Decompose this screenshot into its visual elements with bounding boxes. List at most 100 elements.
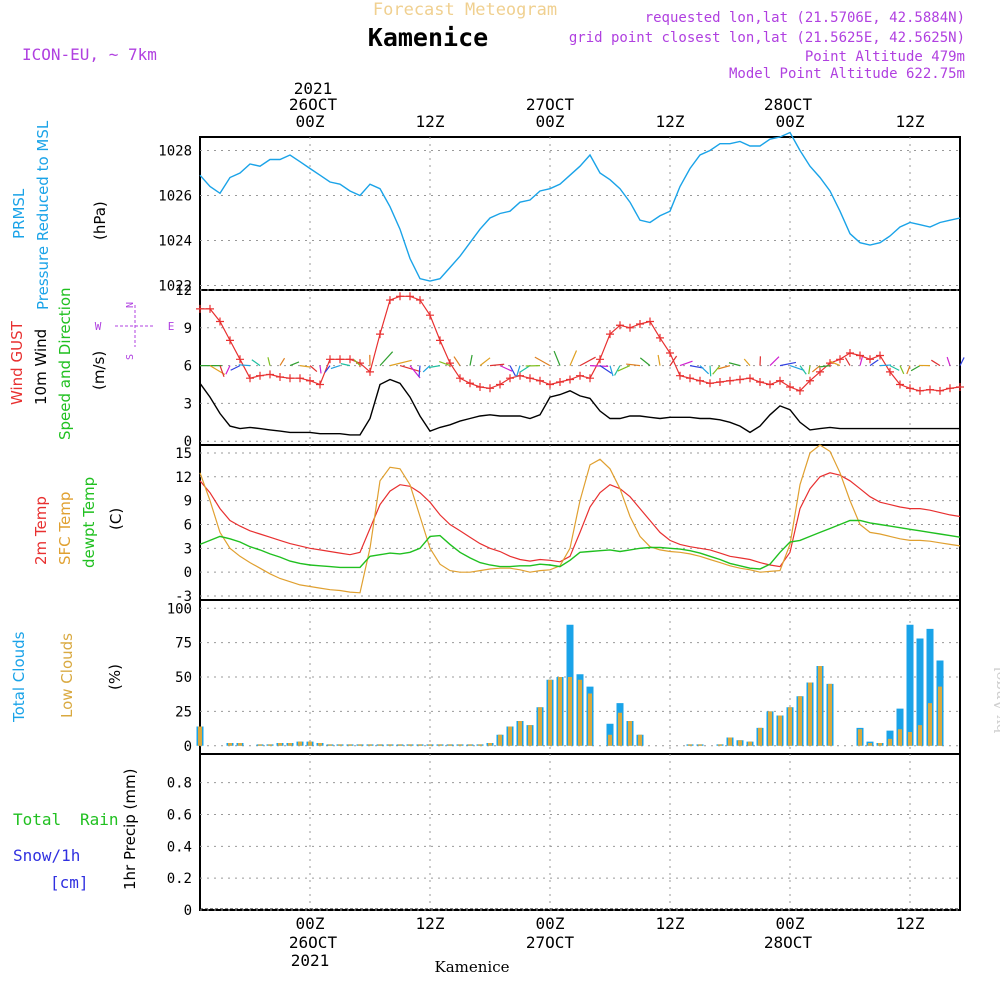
low-cloud-bar — [738, 740, 742, 746]
y-tick-label: 9 — [184, 494, 192, 510]
temp-2m-label: 2m Temp — [32, 496, 50, 565]
y-tick-label: 15 — [175, 446, 192, 462]
y-tick-label: 1024 — [158, 234, 192, 250]
gust-marker — [286, 374, 294, 383]
gust-marker — [656, 333, 664, 342]
gust-marker — [856, 351, 864, 360]
wind-direction-arrow — [289, 361, 300, 367]
gust-marker — [446, 359, 454, 368]
gust-marker — [806, 376, 814, 385]
y-tick-label: 9 — [184, 321, 192, 337]
wind-compass: N S W E — [95, 302, 175, 360]
gust-marker — [646, 317, 654, 326]
gust-marker — [526, 374, 534, 383]
bottom-date-label: 26OCT — [289, 933, 338, 952]
wind-direction-arrow — [399, 365, 421, 373]
wind-direction-arrow — [553, 350, 561, 366]
wind-direction-arrow — [519, 365, 531, 373]
y-tick-label: 1022 — [158, 279, 192, 295]
low-cloud-bar — [358, 744, 362, 746]
wind-direction-arrow — [879, 364, 892, 367]
low-cloud-bar — [288, 743, 292, 746]
model-altitude: Model Point Altitude 622.75m — [729, 66, 965, 82]
low-cloud-bar — [628, 721, 632, 746]
wind-direction-arrow — [639, 357, 651, 367]
wind-direction-arrow — [469, 354, 473, 366]
low-cloud-bar — [468, 744, 472, 746]
gust-marker — [206, 304, 214, 313]
top-date-label: 26OCT — [289, 95, 338, 114]
gust-marker — [396, 292, 404, 301]
wind-direction-arrow — [709, 365, 712, 377]
wind-direction-arrow — [712, 365, 721, 375]
low-cloud-bar — [488, 743, 492, 746]
temp-unit: (C) — [107, 508, 125, 530]
wind-direction-arrow — [779, 361, 797, 367]
gust-marker — [776, 376, 784, 385]
cloud-panel-labels: Total Clouds Low Clouds (%) — [10, 631, 124, 723]
gust-marker — [796, 386, 804, 395]
low-cloud-bar — [328, 744, 332, 746]
gust-marker — [306, 376, 314, 385]
bottom-hour-label: 00Z — [776, 914, 805, 933]
wind-direction-arrow — [422, 365, 431, 373]
gust-marker — [616, 321, 624, 330]
gust-marker — [676, 371, 684, 380]
wind-direction-arrow — [579, 356, 596, 367]
wind-direction-arrow — [899, 365, 905, 375]
low-cloud-bar — [928, 703, 932, 746]
gust-marker — [216, 317, 224, 326]
low-cloud-bar — [268, 744, 272, 746]
gust-marker — [786, 383, 794, 392]
low-cloud-bar — [618, 712, 622, 746]
wind-direction-arrow — [251, 359, 261, 367]
wind-direction-arrow — [959, 357, 965, 366]
wind-line — [199, 378, 960, 436]
top-date-label: 28OCT — [764, 95, 813, 114]
bottom-date-label: 28OCT — [764, 933, 813, 952]
gust-marker — [406, 292, 414, 301]
gust-marker — [706, 379, 714, 388]
y-tick-label: 1026 — [158, 189, 192, 205]
gust-marker — [586, 374, 594, 383]
y-tick-label: 75 — [175, 636, 192, 652]
bottom-hour-label: 12Z — [656, 914, 685, 933]
y-tick-label: 12 — [175, 283, 192, 299]
wind-direction-arrow — [718, 365, 731, 370]
wind-direction-arrow — [669, 355, 678, 366]
gust-marker — [326, 355, 334, 364]
wind-direction-arrow — [324, 365, 331, 373]
wind-direction-arrow — [599, 365, 612, 374]
wind-direction-arrow — [409, 365, 421, 379]
low-cloud-bar — [858, 729, 862, 746]
gust-marker — [846, 349, 854, 358]
low-cloud-bar — [448, 744, 452, 746]
panel-0: 1022 1024 1026 1028 — [158, 131, 961, 295]
wind-direction-arrow — [699, 365, 710, 375]
low-cloud-bar — [608, 734, 612, 746]
low-cloud-bar — [438, 744, 442, 746]
gust-marker — [506, 374, 514, 383]
gust-marker — [666, 349, 674, 358]
low-cloud-bar — [338, 744, 342, 746]
bottom-hour-label: 00Z — [536, 914, 565, 933]
gust-marker — [926, 385, 934, 394]
wind-gust-label: Wind GUST — [8, 320, 26, 405]
wind-direction-arrow — [609, 365, 614, 377]
low-cloud-bar — [798, 696, 802, 746]
point-altitude: Point Altitude 479m — [805, 49, 965, 65]
gust-marker — [246, 374, 254, 383]
low-clouds-label: Low Clouds — [58, 633, 76, 718]
low-cloud-bar — [298, 741, 302, 746]
pressure-desc-label: Pressure Reduced to MSL — [34, 120, 52, 310]
low-cloud-bar — [508, 726, 512, 746]
wind-10m-label: 10m Wind — [32, 329, 50, 405]
gust-marker — [816, 367, 824, 376]
gust-marker — [886, 367, 894, 376]
panel-1: 0 3 6 9 12 — [175, 283, 965, 450]
wind-panel-labels: Wind GUST 10m Wind Speed and Direction (… — [8, 287, 108, 440]
wind-direction-arrow — [353, 359, 361, 367]
wind-direction-arrow — [808, 365, 811, 375]
requested-coords: requested lon,lat (21.5706E, 42.5884N) — [645, 10, 965, 26]
gust-marker — [276, 372, 284, 381]
